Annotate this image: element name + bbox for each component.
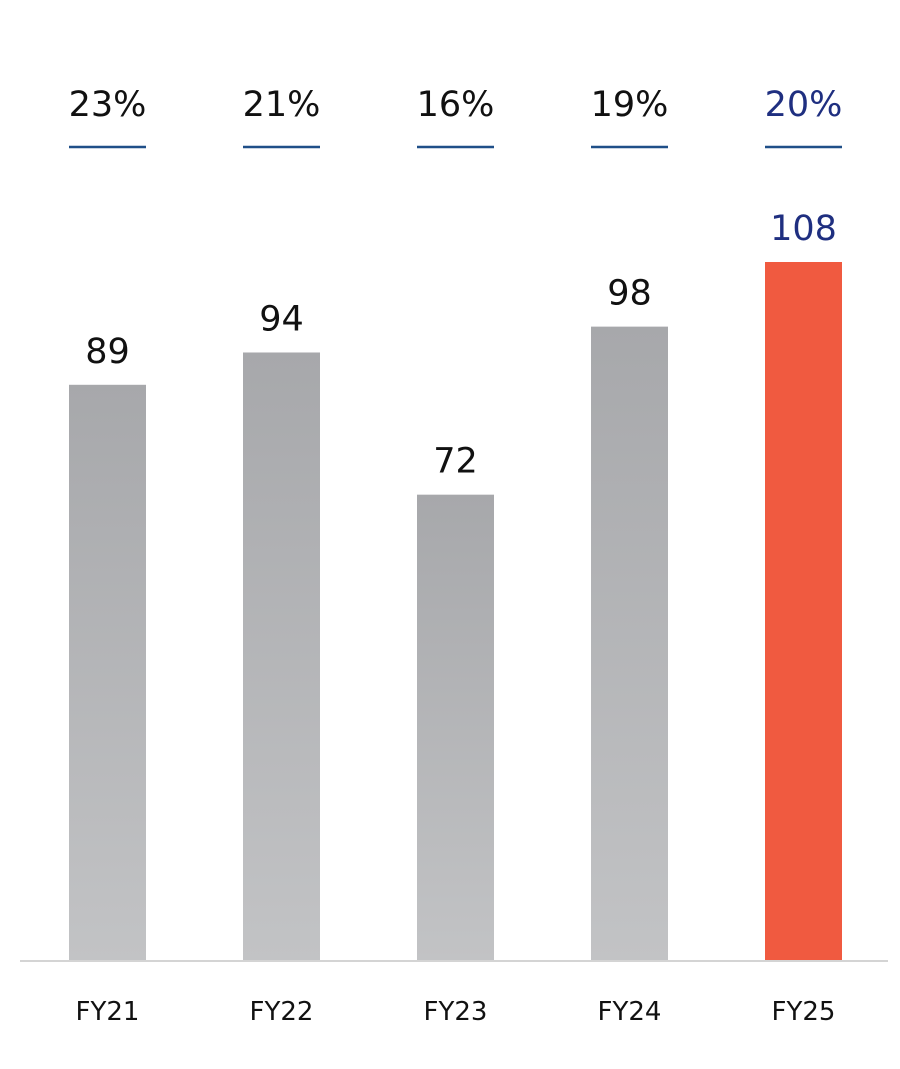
- percentage-label: 16%: [417, 85, 495, 125]
- bar-fy24: [591, 326, 668, 960]
- percentage-label: 20%: [765, 85, 843, 125]
- percentage-label: 21%: [243, 85, 321, 125]
- bars-group: [69, 262, 842, 961]
- bar-fy25: [765, 262, 842, 960]
- percentage-label: 19%: [591, 85, 669, 125]
- percentage-label: 23%: [69, 85, 147, 125]
- value-label: 94: [259, 299, 304, 339]
- x-tick-label: FY22: [250, 997, 314, 1027]
- value-label: 89: [85, 332, 130, 372]
- percentage-row: 23% 21% 16% 19% 20%: [69, 85, 843, 149]
- value-labels-group: 89 94 72 98 108: [85, 209, 837, 482]
- x-axis-tick-labels: FY21 FY22 FY23 FY24 FY25: [76, 997, 836, 1027]
- bar-fy22: [243, 352, 320, 961]
- x-tick-label: FY21: [76, 997, 140, 1027]
- x-tick-label: FY24: [598, 997, 662, 1027]
- value-label: 98: [607, 274, 652, 314]
- value-label: 108: [770, 209, 837, 249]
- value-label: 72: [433, 442, 478, 482]
- x-tick-label: FY23: [424, 997, 488, 1027]
- x-tick-label: FY25: [772, 997, 836, 1027]
- bar-fy23: [417, 494, 494, 960]
- bar-fy21: [69, 384, 146, 961]
